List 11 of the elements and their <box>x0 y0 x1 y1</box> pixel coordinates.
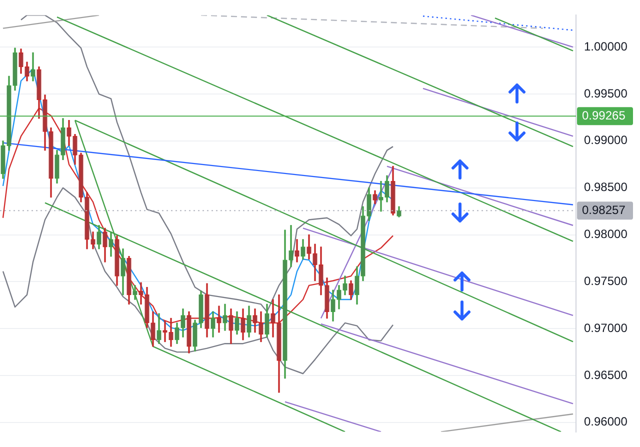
y-tick-label: 0.97000 <box>584 320 628 335</box>
y-tick-label: 1.00000 <box>584 39 628 54</box>
y-tick-label: 0.98500 <box>584 180 628 194</box>
y-tick-label: 0.97500 <box>584 274 628 288</box>
y-tick-label: 0.99500 <box>584 86 628 100</box>
y-tick-label: 0.96500 <box>584 368 628 382</box>
y-tick-label: 0.98000 <box>584 227 628 242</box>
y-tick-label: 0.99000 <box>584 133 628 148</box>
y-tick-label: 0.96000 <box>584 414 628 429</box>
ref-line-label: 0.99265 <box>582 108 626 122</box>
ref-line-label: 0.98257 <box>582 202 626 217</box>
